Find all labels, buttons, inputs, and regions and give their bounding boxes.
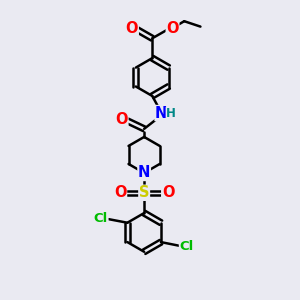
Text: S: S (139, 185, 149, 200)
Text: N: N (155, 106, 167, 121)
Text: O: O (114, 185, 127, 200)
Text: O: O (116, 112, 128, 127)
Text: H: H (166, 107, 176, 121)
Text: O: O (166, 21, 179, 36)
Text: N: N (138, 166, 150, 181)
Text: Cl: Cl (94, 212, 108, 225)
Text: O: O (126, 21, 138, 36)
Text: Cl: Cl (179, 240, 194, 253)
Text: O: O (162, 185, 174, 200)
